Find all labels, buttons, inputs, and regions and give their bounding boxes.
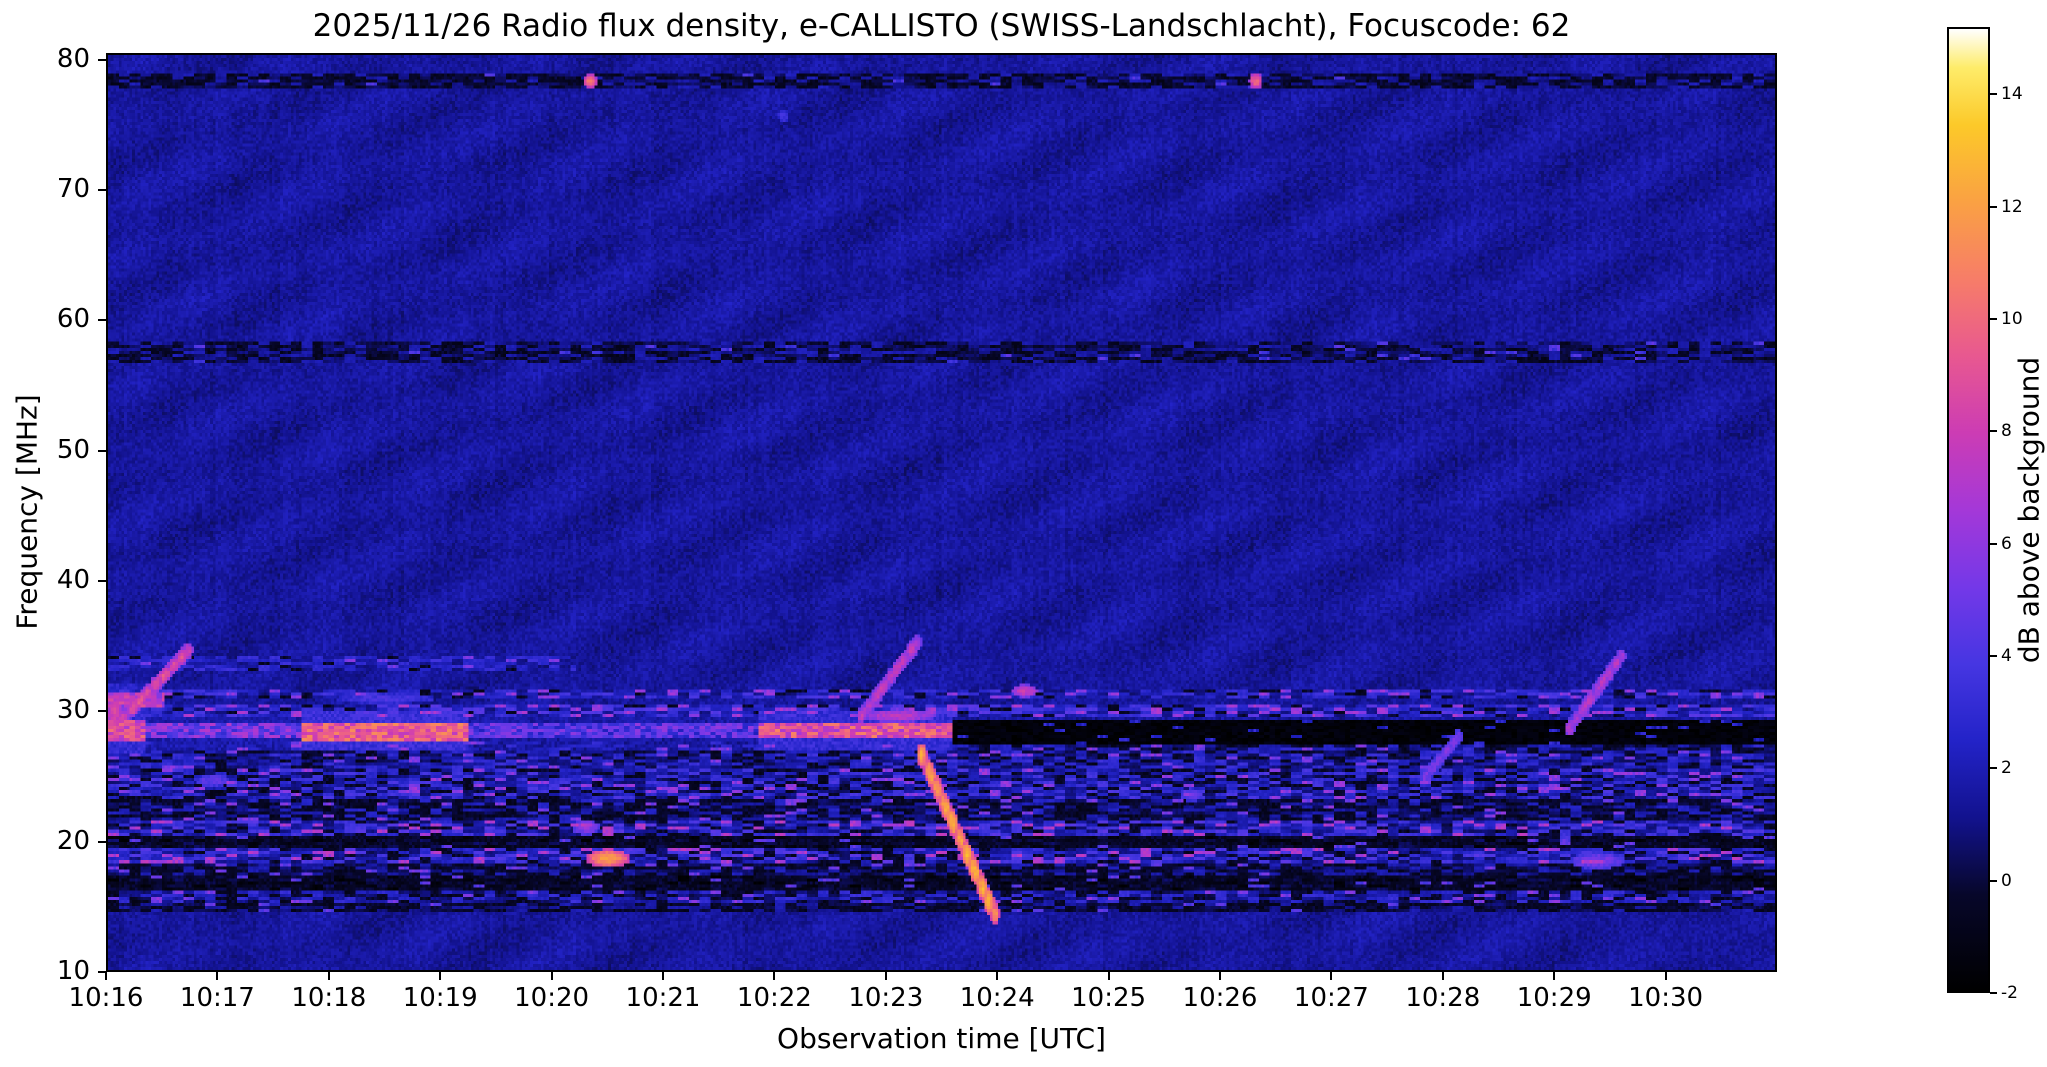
x-tick-mark (1219, 972, 1221, 980)
x-tick-label: 10:29 (1516, 983, 1592, 1013)
colorbar-tick-label: 0 (2001, 870, 2012, 891)
x-tick-label: 10:17 (179, 983, 255, 1013)
y-tick-label: 80 (56, 43, 90, 74)
colorbar-tick-label: 8 (2001, 421, 2012, 442)
x-tick-label: 10:20 (514, 983, 590, 1013)
x-tick-mark (1441, 972, 1444, 980)
colorbar-tick-mark (1990, 767, 1997, 770)
spectrogram-plot-area (106, 53, 1777, 972)
y-tick-mark (98, 971, 106, 973)
y-tick-label: 20 (56, 825, 90, 856)
x-tick-mark (1553, 972, 1556, 980)
x-tick-label: 10:27 (1293, 983, 1369, 1013)
x-tick-mark (884, 972, 887, 980)
x-tick-mark (773, 972, 776, 980)
x-tick-label: 10:23 (848, 983, 924, 1013)
y-tick-mark (98, 710, 106, 713)
x-tick-label: 10:21 (625, 983, 701, 1013)
colorbar-tick-mark (1990, 542, 1997, 545)
x-tick-mark (439, 972, 442, 980)
colorbar-tick-mark (1990, 879, 1997, 882)
y-tick-label: 70 (56, 173, 90, 204)
x-tick-label: 10:18 (291, 983, 367, 1013)
colorbar-label: dB above background (2012, 356, 2046, 664)
colorbar (1947, 27, 1990, 993)
x-tick-mark (662, 972, 664, 980)
colorbar-tick-label: 6 (2001, 533, 2012, 554)
x-tick-mark (327, 972, 330, 980)
y-tick-label: 40 (56, 564, 90, 595)
colorbar-tick-mark (1990, 655, 1997, 658)
x-tick-mark (105, 972, 107, 980)
y-tick-label: 60 (56, 304, 90, 335)
colorbar-tick-label: 4 (2001, 646, 2012, 667)
x-tick-mark (216, 972, 219, 980)
colorbar-tick-mark (1990, 430, 1997, 433)
colorbar-tick-label: 12 (2001, 196, 2023, 217)
x-tick-mark (1664, 972, 1667, 980)
x-tick-label: 10:16 (68, 983, 144, 1013)
colorbar-tick-mark (1990, 318, 1997, 321)
spectrogram-heatmap (108, 55, 1775, 970)
x-tick-mark (550, 972, 553, 980)
x-tick-label: 10:30 (1628, 983, 1704, 1013)
x-tick-label: 10:22 (736, 983, 812, 1013)
x-tick-label: 10:26 (1182, 983, 1258, 1013)
x-tick-mark (1330, 972, 1333, 980)
colorbar-tick-label: 10 (2001, 309, 2023, 330)
colorbar-tick-mark (1990, 992, 1997, 994)
y-tick-mark (98, 319, 106, 322)
y-tick-mark (98, 188, 106, 191)
x-tick-mark (996, 972, 999, 980)
x-axis-label: Observation time [UTC] (777, 1022, 1106, 1055)
colorbar-tick-label: 14 (2001, 84, 2023, 105)
y-tick-mark (98, 58, 106, 61)
y-tick-mark (98, 449, 106, 452)
x-tick-label: 10:24 (959, 983, 1035, 1013)
y-tick-label: 30 (56, 695, 90, 726)
x-tick-mark (1107, 972, 1110, 980)
colorbar-tick-label: 2 (2001, 758, 2012, 779)
colorbar-tick-label: -2 (2001, 983, 2018, 1003)
x-tick-label: 10:28 (1405, 983, 1481, 1013)
colorbar-tick-mark (1990, 205, 1997, 208)
x-tick-label: 10:19 (402, 983, 478, 1013)
colorbar-tick-mark (1990, 93, 1997, 96)
y-tick-mark (98, 579, 106, 582)
chart-title: 2025/11/26 Radio flux density, e-CALLIST… (312, 8, 1571, 44)
y-tick-mark (98, 840, 106, 843)
x-tick-label: 10:25 (1071, 983, 1147, 1013)
colorbar-gradient (1949, 29, 1988, 991)
y-tick-label: 10 (56, 956, 90, 986)
y-tick-label: 50 (56, 434, 90, 465)
